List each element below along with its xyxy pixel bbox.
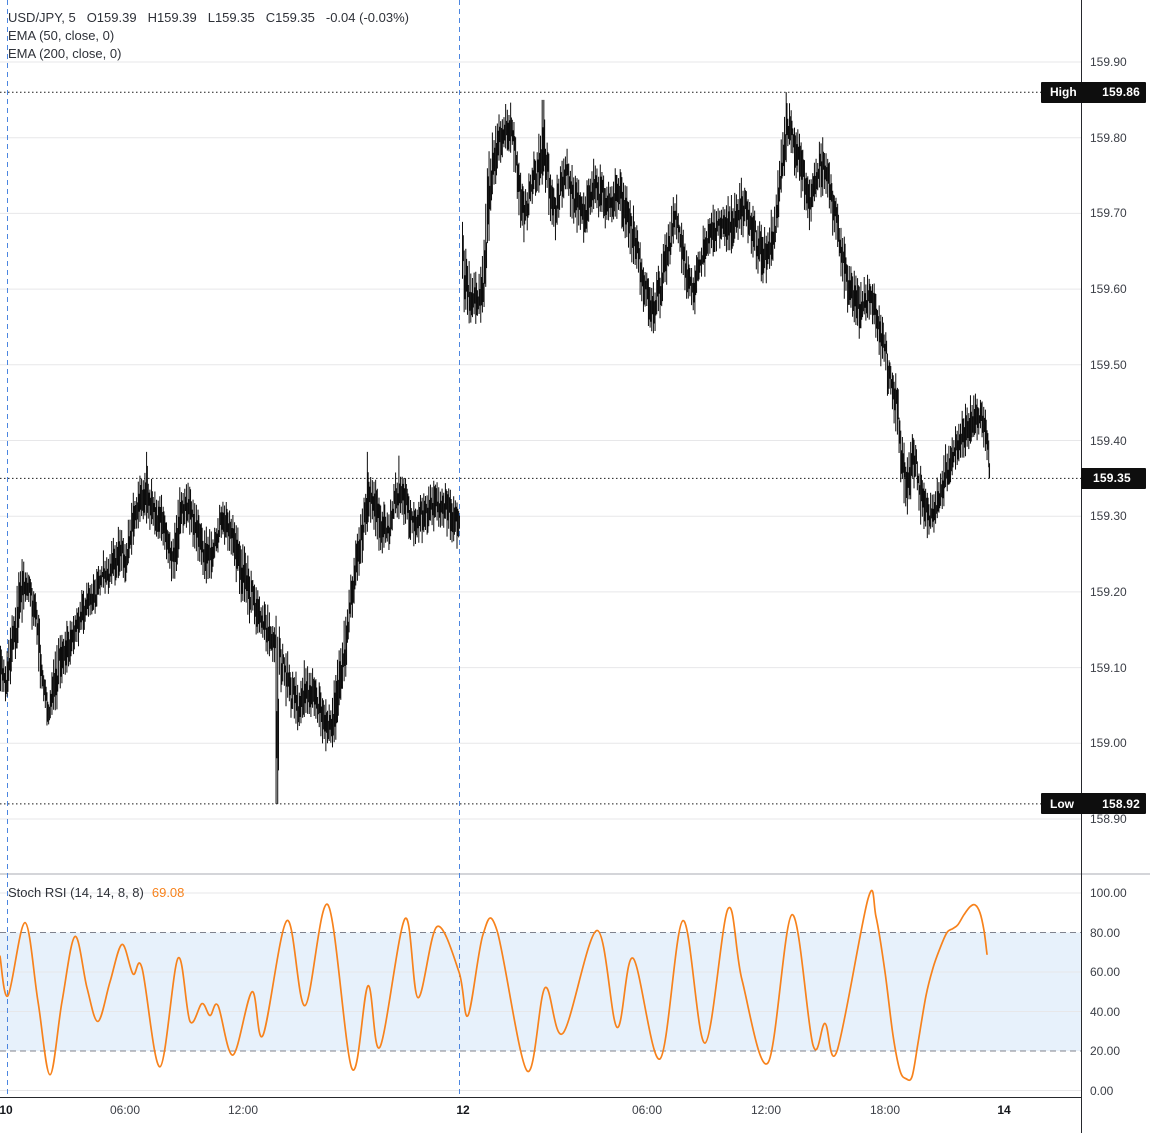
time-tick-label: 06:00: [109, 1103, 141, 1117]
price-tick-label: 159.40: [1090, 433, 1127, 448]
ema200-legend[interactable]: EMA (200, close, 0): [8, 46, 121, 61]
last-badge-value: 159.35: [1093, 471, 1131, 486]
ohlc-high: H159.39: [147, 10, 197, 25]
price-tick-label: 159.60: [1090, 282, 1127, 297]
ohlc-close: C159.35: [265, 10, 315, 25]
stoch-rsi-curve: [0, 889, 988, 1082]
time-tick-day-label: 14: [997, 1103, 1011, 1117]
ema200-label: EMA (200, close, 0): [8, 46, 122, 61]
rsi-tick-label: 80.00: [1090, 925, 1121, 940]
rsi-tick-label: 20.00: [1090, 1044, 1121, 1058]
time-tick-label: 12:00: [750, 1103, 782, 1117]
ohlc-low: L159.35: [207, 10, 255, 25]
ohlc-open: O159.39: [86, 10, 137, 25]
price-tick-label: 159.10: [1090, 660, 1127, 675]
rsi-tick-label: 40.00: [1090, 1004, 1121, 1019]
high-badge-value: 159.86: [1102, 85, 1140, 100]
rsi-tick-label: 100.00: [1090, 886, 1127, 900]
ema50-legend[interactable]: EMA (50, close, 0): [8, 28, 114, 43]
stoch-rsi-value: 69.08: [151, 885, 185, 900]
symbol-name: USD/JPY, 5: [8, 10, 76, 25]
price-tick-label: 158.90: [1090, 812, 1127, 826]
change-value: -0.04 (-0.03%): [325, 10, 409, 25]
high-badge-label: High: [1050, 85, 1077, 100]
stoch-rsi-label: Stoch RSI (14, 14, 8, 8): [8, 885, 144, 900]
price-tick-label: 159.00: [1090, 736, 1127, 751]
high-price-badge: High 159.86: [1041, 81, 1146, 103]
time-tick-label: 18:00: [869, 1103, 901, 1117]
stoch-rsi-legend[interactable]: Stoch RSI (14, 14, 8, 8) 69.08: [8, 885, 184, 900]
price-tick-label: 159.90: [1090, 55, 1127, 69]
ema50-label: EMA (50, close, 0): [8, 28, 115, 43]
candlestick-bodies: [0, 103, 991, 771]
time-tick-day-label: 12: [456, 1103, 470, 1117]
time-tick-label: 12:00: [227, 1103, 259, 1117]
time-tick-label: 06:00: [631, 1103, 663, 1117]
low-price-badge: Low 158.92: [1041, 793, 1146, 815]
stoch-band: [0, 932, 1081, 1051]
low-badge-value: 158.92: [1102, 796, 1140, 811]
price-tick-label: 159.20: [1090, 584, 1127, 599]
rsi-tick-label: 0.00: [1090, 1083, 1114, 1098]
time-tick-day-label: 10: [0, 1103, 13, 1117]
candlestick-wicks: [0, 92, 990, 804]
price-tick-label: 159.50: [1090, 357, 1127, 372]
low-badge-label: Low: [1050, 796, 1074, 811]
rsi-tick-label: 60.00: [1090, 965, 1121, 979]
price-tick-label: 159.70: [1090, 206, 1127, 221]
last-price-badge: 159.35: [1081, 467, 1146, 489]
price-tick-label: 159.80: [1090, 130, 1127, 145]
symbol-legend[interactable]: USD/JPY, 5 O159.39 H159.39 L159.35 C159.35 -0…: [8, 8, 409, 27]
price-tick-label: 159.30: [1090, 509, 1127, 524]
